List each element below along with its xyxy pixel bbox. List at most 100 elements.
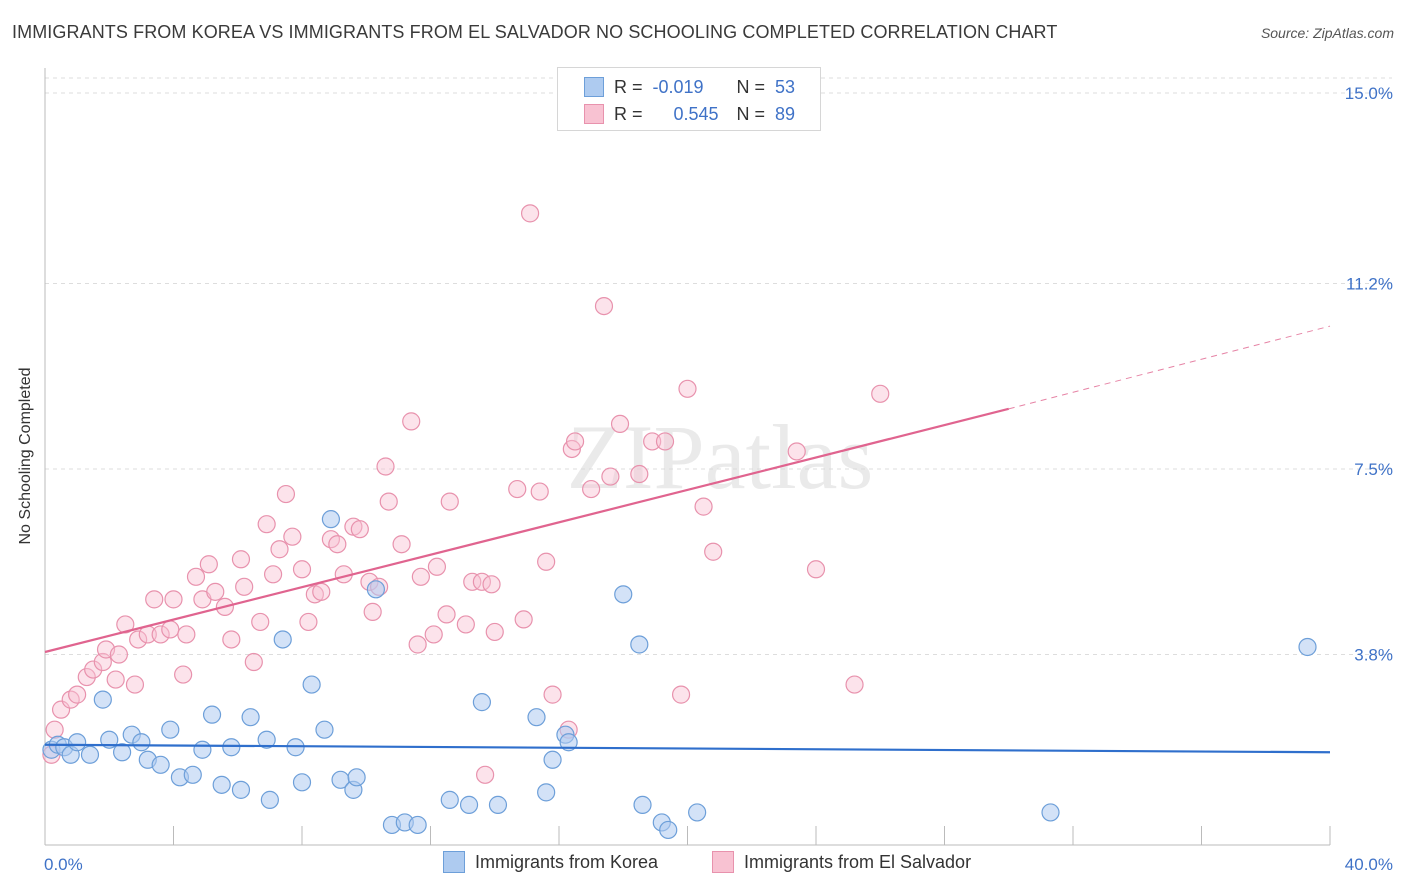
point-elsalvador-1 [45,720,64,739]
point-elsalvador-66 [520,204,540,223]
gridlines [45,77,1392,656]
legend-swatch-korea [443,851,465,873]
point-elsalvador-20 [177,625,196,644]
point-elsalvador-9 [106,670,125,689]
elsalvador-r-label: R = [614,103,643,124]
y-tick-label-0: 3.8% [1354,646,1393,665]
point-korea-47 [630,635,649,654]
point-elsalvador-39 [312,582,331,601]
point-korea-48 [633,795,652,814]
point-elsalvador-34 [276,484,296,504]
point-elsalvador-17 [161,620,180,639]
legend-label-elsalvador: Immigrants from El Salvador [744,851,972,872]
point-elsalvador-65 [514,610,533,629]
point-elsalvador-6 [84,660,103,679]
chart-title: IMMIGRANTS FROM KOREA VS IMMIGRANTS FROM… [12,22,1058,42]
point-korea-36 [408,815,427,835]
point-elsalvador-55 [427,557,447,576]
point-elsalvador-72 [565,432,585,451]
point-elsalvador-83 [704,542,723,561]
point-elsalvador-16 [151,625,170,644]
point-elsalvador-5 [77,667,96,687]
x-tick-label-1: 40.0% [1345,855,1393,874]
point-korea-20 [231,780,251,799]
point-elsalvador-51 [402,412,421,431]
point-korea-43 [543,750,562,769]
point-elsalvador-48 [376,457,395,476]
legend-item-korea[interactable]: Immigrants from Korea [443,851,658,873]
point-elsalvador-73 [582,479,601,499]
point-korea-39 [472,693,491,712]
point-elsalvador-78 [643,432,662,451]
point-korea-7 [100,730,119,749]
korea-r-label: R = [614,76,643,97]
point-elsalvador-57 [440,492,459,511]
korea-r-value: -0.019 [652,76,704,97]
trend-lines [44,325,1331,754]
point-elsalvador-24 [206,582,225,601]
elsalvador-swatch [584,104,604,124]
point-elsalvador-56 [437,605,456,624]
point-elsalvador-81 [678,379,697,398]
stats-box: R = -0.019 N = 53 R = 0.545 N = 89 [557,67,821,131]
point-elsalvador-36 [292,560,312,579]
legend: Immigrants from Korea Immigrants from El… [0,851,1406,879]
trend-line-korea [44,743,1331,754]
point-elsalvador-59 [463,572,482,591]
point-korea-52 [1041,803,1060,822]
point-korea-32 [347,768,366,787]
legend-swatch-elsalvador [712,851,734,873]
point-korea-18 [212,775,231,794]
point-elsalvador-63 [485,622,504,642]
point-korea-22 [257,730,276,749]
point-korea-42 [537,783,556,802]
series-elsalvador-points [42,204,890,784]
axes [44,68,1331,846]
point-korea-28 [315,720,334,739]
legend-item-elsalvador[interactable]: Immigrants from El Salvador [712,851,971,873]
point-elsalvador-85 [806,560,826,579]
point-elsalvador-4 [68,685,87,704]
point-korea-21 [241,708,260,727]
point-elsalvador-80 [671,685,691,704]
point-korea-41 [527,708,546,727]
y-axis-label: No Schooling Completed [17,367,34,545]
point-elsalvador-26 [222,630,241,649]
tick-labels: 3.8% 7.5% 11.2% 15.0% 0.0% 40.0% [44,84,1393,874]
point-korea-17 [202,705,222,724]
point-elsalvador-23 [199,555,218,574]
point-korea-37 [440,790,459,809]
point-elsalvador-54 [424,625,443,644]
y-tick-label-2: 11.2% [1346,275,1393,294]
point-elsalvador-77 [630,464,649,484]
point-elsalvador-79 [655,432,675,451]
point-elsalvador-10 [109,645,128,664]
point-elsalvador-11 [116,615,135,634]
trend-line-elsalvador-extension [1008,325,1331,410]
trend-line-elsalvador [44,407,1010,654]
point-elsalvador-33 [270,540,289,559]
point-elsalvador-13 [129,630,148,649]
point-korea-51 [688,803,707,822]
point-korea-10 [132,733,151,752]
point-elsalvador-69 [543,685,562,704]
point-elsalvador-41 [328,535,347,554]
point-elsalvador-21 [186,567,206,586]
point-elsalvador-49 [379,492,398,511]
point-elsalvador-75 [601,467,620,486]
legend-label-korea: Immigrants from Korea [475,851,659,872]
point-elsalvador-86 [845,675,864,694]
elsalvador-r-value: 0.545 [673,103,719,124]
point-elsalvador-31 [257,515,276,534]
y-tick-label-3: 15.0% [1345,84,1393,103]
point-korea-53 [1298,637,1317,657]
point-elsalvador-62 [482,575,501,594]
point-elsalvador-15 [145,590,164,609]
korea-n-label: N = [736,76,766,97]
point-korea-33 [366,580,385,599]
point-korea-40 [488,795,508,814]
point-korea-19 [222,738,241,757]
point-elsalvador-68 [537,552,556,571]
point-korea-24 [273,630,292,649]
